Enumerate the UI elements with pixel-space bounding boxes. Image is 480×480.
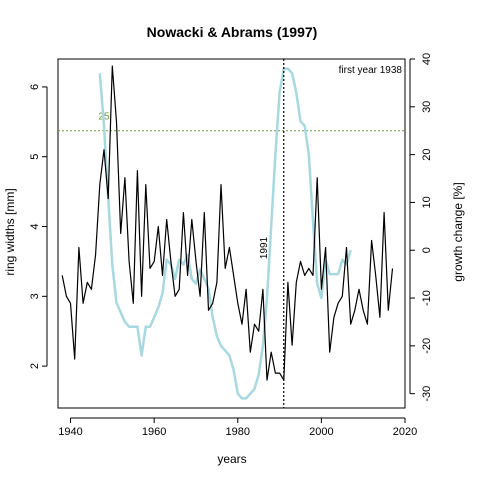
y-right-tick-label: 40 — [421, 53, 433, 65]
y-right-axis-label: growth change [%] — [451, 182, 465, 281]
plot-frame — [57, 58, 406, 409]
y-right-tick-label: 10 — [421, 196, 433, 208]
first-year-note: first year 1938 — [339, 65, 403, 76]
y-left-tick-label: 3 — [29, 293, 41, 299]
y-left-tick-label: 4 — [29, 223, 41, 229]
y-right-tick-label: -30 — [421, 386, 433, 402]
y-right-tick-label: -20 — [421, 338, 433, 354]
y-right-tick-label: -10 — [421, 290, 433, 306]
y-right-tick-label: 0 — [421, 247, 433, 253]
x-tick-label: 1940 — [58, 426, 82, 438]
y-left-tick-label: 6 — [29, 84, 41, 90]
y-right-tick-label: 30 — [421, 101, 433, 113]
x-tick-label: 2020 — [393, 426, 417, 438]
y-left-tick-label: 5 — [29, 154, 41, 160]
x-tick-label: 1960 — [142, 426, 166, 438]
x-tick-label: 2000 — [309, 426, 333, 438]
plot-area: 1940 1960 1980 2000 2020 2 3 4 5 6 -30 -20 -10 0 10 20 3… — [29, 53, 433, 438]
series-growth-change — [98, 67, 352, 400]
y-right-tick-label: 20 — [421, 148, 433, 160]
series-ring-widths — [61, 65, 394, 381]
x-tick-label: 1980 — [226, 426, 250, 438]
y-left-tick-label: 2 — [29, 363, 41, 369]
x-axis-label: years — [217, 452, 246, 466]
chart-title: Nowacki & Abrams (1997) — [147, 24, 318, 40]
event-label: 1991 — [259, 236, 270, 259]
y-left-axis-label: ring widths [mm] — [3, 188, 17, 275]
